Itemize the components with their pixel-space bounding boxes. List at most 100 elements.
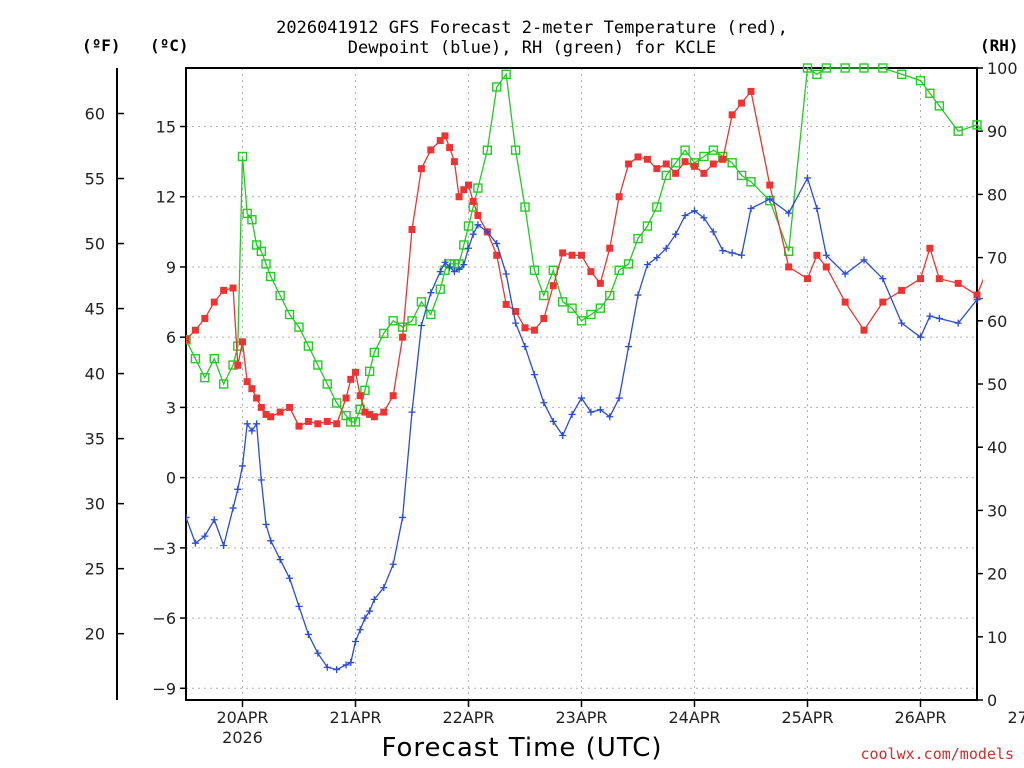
rh-point: [539, 290, 549, 301]
rh-point: [247, 214, 257, 225]
dewpoint-point: [841, 270, 849, 278]
series-temperature: [186, 87, 983, 430]
dewpoint-point: [917, 333, 924, 341]
temperature-point: [634, 153, 642, 161]
rh-point: [459, 240, 469, 250]
rh-point: [520, 202, 530, 212]
fahrenheit-tick-label: 45: [85, 300, 105, 319]
rh-tick-label: 50: [987, 375, 1007, 394]
rh-point: [341, 410, 351, 421]
dewpoint-point: [606, 413, 614, 421]
dewpoint-point: [615, 394, 623, 402]
temperature-point: [625, 160, 633, 168]
dewpoint-point: [596, 406, 604, 414]
temperature-point: [356, 392, 364, 400]
rh-point: [510, 145, 521, 155]
temperature-point: [370, 413, 378, 421]
rh-tick-label: 70: [987, 249, 1007, 268]
rh-point: [416, 297, 427, 307]
dewpoint-point: [460, 261, 468, 269]
dewpoint-point: [634, 291, 642, 299]
rh-point: [284, 309, 295, 320]
rh-point: [736, 170, 747, 181]
temperature-point: [747, 87, 755, 95]
dewpoint-point: [333, 666, 341, 674]
dewpoint-point: [295, 602, 303, 610]
rh-point: [623, 259, 634, 269]
x-tick-sublabel: 2026: [222, 728, 263, 747]
dewpoint-point: [262, 520, 270, 528]
dewpoint-point: [465, 244, 472, 252]
temperature-point: [954, 279, 962, 287]
rh-tick-label: 40: [987, 438, 1007, 457]
rh-point: [652, 202, 662, 212]
temperature-point: [568, 251, 576, 259]
rh-point: [482, 145, 493, 155]
temperature-point: [399, 333, 407, 341]
temperature-point: [455, 193, 463, 201]
rh-point: [492, 82, 502, 92]
temperature-point: [587, 268, 595, 276]
x-tick-label: 24APR: [668, 708, 720, 727]
temperature-point: [653, 165, 661, 173]
rh-point: [727, 158, 737, 168]
dewpoint-point: [954, 319, 962, 327]
rh-point: [256, 246, 267, 256]
rh-point: [388, 316, 398, 326]
temperature-point: [262, 410, 270, 418]
dewpoint-point: [347, 659, 355, 667]
rh-point: [576, 316, 587, 326]
rh-tick-label: 20: [987, 565, 1007, 584]
dewpoint-point: [785, 209, 793, 217]
temperature-point: [380, 408, 388, 416]
dewpoint-point: [813, 204, 821, 212]
temperature-point: [738, 99, 746, 107]
rh-point: [972, 120, 982, 130]
dewpoint-point: [728, 249, 736, 257]
fahrenheit-tick-label: 50: [85, 235, 105, 254]
temperature-point: [766, 181, 774, 189]
dewpoint-point: [804, 174, 811, 182]
dewpoint-point: [766, 195, 774, 203]
rh-point: [670, 158, 681, 168]
plot-frame: [185, 67, 978, 701]
x-tick-label: 27APR: [1007, 708, 1024, 727]
fahrenheit-tick-label: 20: [85, 625, 105, 644]
dewpoint-point: [455, 265, 463, 273]
fahrenheit-tick-label: 25: [85, 560, 105, 579]
rh-point: [614, 265, 624, 275]
dewpoint-point: [926, 312, 934, 320]
dewpoint-point: [446, 263, 454, 271]
dewpoint-point: [186, 513, 190, 521]
rh-point: [642, 221, 653, 231]
dewpoint-point: [625, 343, 633, 351]
rh-point: [190, 354, 201, 364]
rh-point: [426, 309, 436, 320]
dewpoint-point: [578, 394, 585, 402]
temperature-point: [615, 193, 623, 201]
temperature-point: [243, 378, 251, 386]
dewpoint-point: [719, 247, 727, 255]
temperature-point: [728, 111, 736, 119]
dewpoint-point: [210, 516, 218, 524]
temperature-point: [493, 251, 501, 259]
dewpoint-point: [450, 268, 458, 276]
celsius-tick-label: 12: [156, 188, 176, 207]
dewpoint-point: [201, 532, 209, 540]
rh-tick-label: 30: [987, 501, 1007, 520]
celsius-tick-label: −6: [152, 609, 176, 628]
dewpoint-point: [469, 230, 477, 238]
rh-point: [746, 177, 756, 187]
dewpoint-point: [898, 319, 906, 327]
celsius-tick-label: 0: [166, 469, 176, 488]
rh-point: [529, 265, 540, 275]
dewpoint-point: [540, 399, 548, 407]
temperature-point: [804, 275, 811, 283]
rh-point: [633, 233, 643, 244]
temperature-point: [540, 314, 548, 322]
rh-point: [322, 379, 332, 389]
temperature-point: [366, 410, 374, 418]
temperature-point: [229, 284, 237, 292]
temperature-point: [549, 282, 557, 290]
x-tick-label: 22APR: [442, 708, 494, 727]
